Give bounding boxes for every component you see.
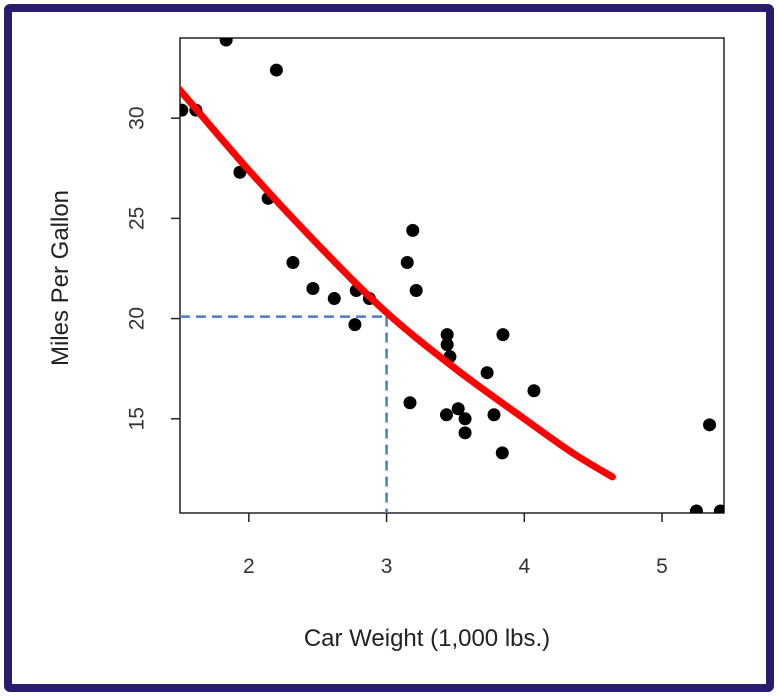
fit-curve — [180, 84, 616, 481]
y-axis: 15 20 25 30 — [125, 106, 180, 430]
data-point — [440, 328, 454, 342]
data-point — [689, 504, 703, 513]
data-point — [496, 328, 510, 342]
data-point — [713, 504, 724, 513]
data-point — [306, 282, 320, 296]
guide-lines — [180, 315, 388, 513]
x-tick-label: 4 — [518, 555, 530, 578]
data-point — [480, 366, 494, 380]
data-points — [180, 38, 724, 513]
y-axis-title: Miles Per Gallon — [47, 190, 74, 366]
data-point — [286, 255, 300, 269]
data-point — [440, 338, 454, 352]
data-point — [180, 103, 189, 117]
fit-curve-group — [180, 84, 616, 481]
y-tick-label: 30 — [125, 106, 148, 129]
data-point — [406, 223, 420, 237]
data-point — [219, 38, 233, 47]
image-frame — [4, 4, 774, 692]
x-tick-label: 2 — [243, 555, 255, 578]
x-tick-label: 5 — [656, 555, 668, 578]
data-point — [327, 292, 341, 306]
data-point — [409, 284, 423, 298]
data-point — [703, 418, 717, 432]
x-axis: 2 3 4 5 — [243, 513, 668, 578]
data-point — [458, 426, 472, 440]
data-point — [348, 318, 362, 332]
x-tick-label: 3 — [381, 555, 393, 578]
x-axis-title: Car Weight (1,000 lbs.) — [304, 625, 550, 652]
plot-area — [179, 37, 725, 514]
data-point — [458, 412, 472, 426]
data-point — [400, 255, 414, 269]
data-point — [495, 446, 509, 460]
data-point — [439, 408, 453, 422]
data-point — [451, 402, 465, 416]
y-tick-label: 15 — [125, 407, 148, 430]
data-point — [487, 408, 501, 422]
data-point — [403, 396, 417, 410]
y-tick-label: 25 — [125, 207, 148, 230]
data-point — [269, 63, 283, 77]
y-tick-label: 20 — [125, 307, 148, 330]
data-point — [527, 384, 541, 398]
